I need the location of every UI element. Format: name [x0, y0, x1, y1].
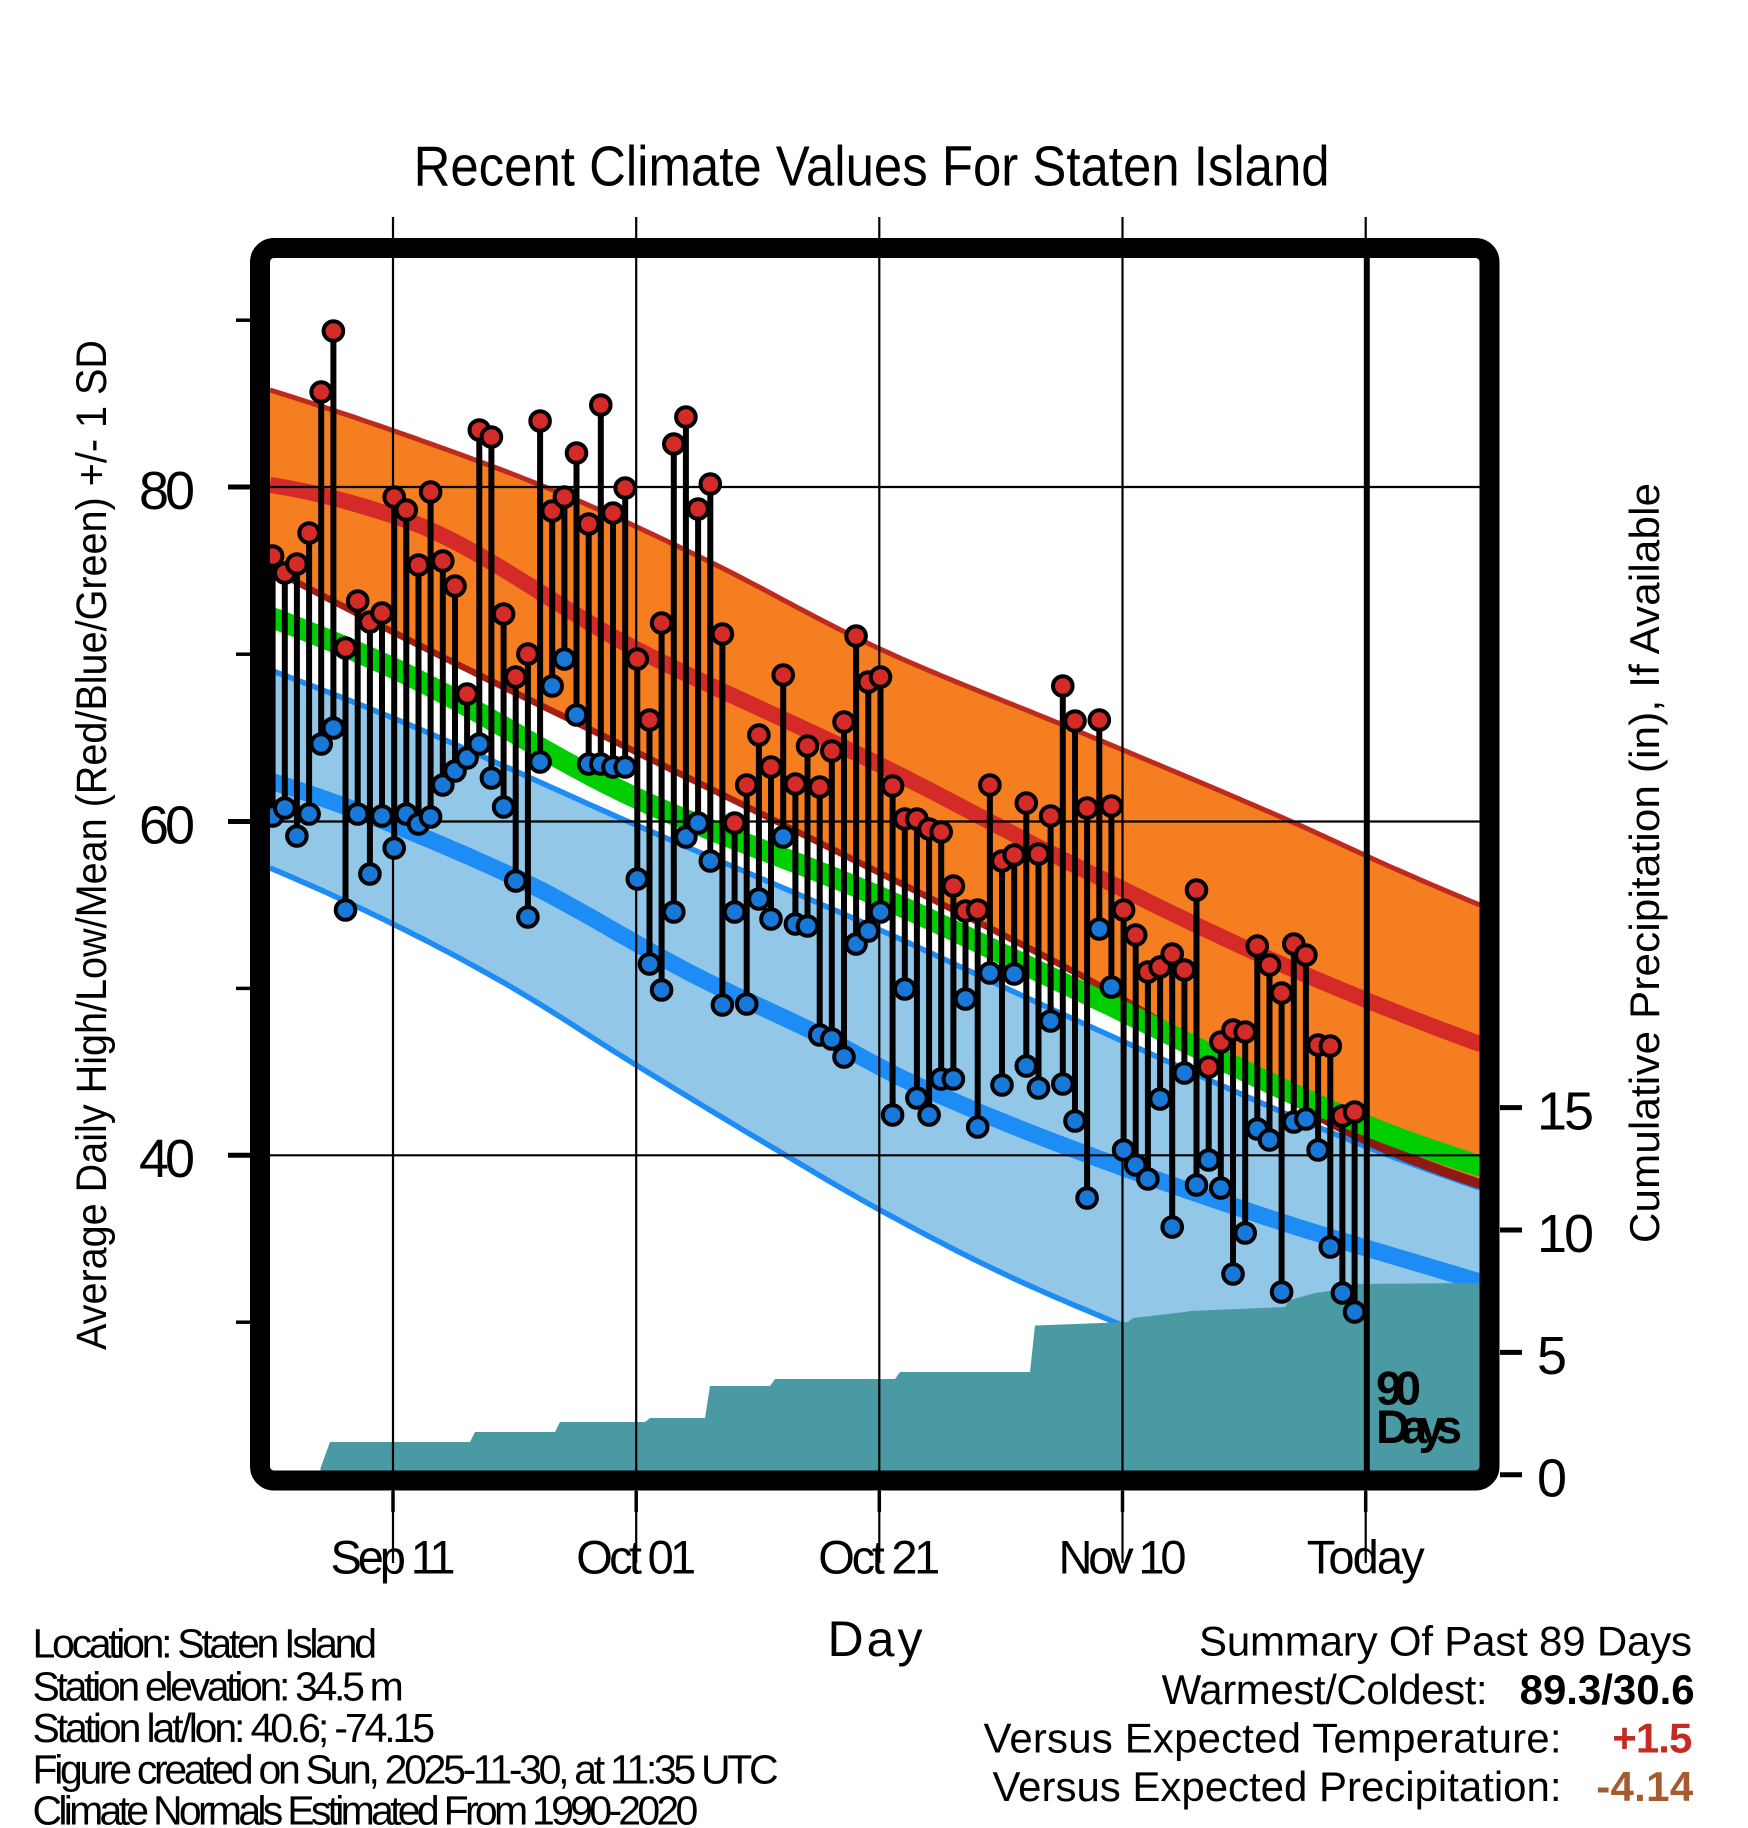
svg-text:Cumulative Precipitation (in),: Cumulative Precipitation (in), If Availa… [1621, 483, 1668, 1243]
svg-text:Oct 01: Oct 01 [576, 1531, 696, 1584]
svg-text:Sep 11: Sep 11 [331, 1531, 456, 1584]
svg-text:Warmest/Coldest:: Warmest/Coldest: [1162, 1666, 1488, 1713]
svg-text:Oct 21: Oct 21 [818, 1531, 940, 1584]
svg-text:89.3/30.6: 89.3/30.6 [1520, 1666, 1695, 1713]
svg-text:Today: Today [1307, 1531, 1426, 1584]
svg-text:90: 90 [1376, 1362, 1421, 1415]
svg-text:Days: Days [1376, 1400, 1462, 1453]
svg-text:80: 80 [139, 461, 195, 521]
svg-text:Versus Expected Precipitation:: Versus Expected Precipitation: [993, 1763, 1562, 1810]
svg-text:-4.14: -4.14 [1596, 1763, 1694, 1810]
svg-text:Nov 10: Nov 10 [1059, 1531, 1187, 1584]
svg-text:15: 15 [1537, 1081, 1594, 1141]
svg-text:Average Daily High/Low/Mean (R: Average Daily High/Low/Mean (Red/Blue/Gr… [68, 340, 116, 1350]
svg-text:Versus Expected Temperature:: Versus Expected Temperature: [984, 1715, 1562, 1762]
svg-text:Station lat/lon: 40.6; -74.15: Station lat/lon: 40.6; -74.15 [33, 1705, 436, 1751]
svg-text:Location: Staten Island: Location: Staten Island [33, 1620, 378, 1666]
svg-text:Figure created on Sun, 2025-11: Figure created on Sun, 2025-11-30, at 11… [33, 1747, 779, 1793]
svg-text:Station elevation: 34.5 m: Station elevation: 34.5 m [33, 1664, 404, 1710]
svg-text:0: 0 [1537, 1449, 1567, 1509]
svg-text:Summary Of Past 89 Days: Summary Of Past 89 Days [1199, 1618, 1692, 1665]
svg-text:Day: Day [828, 1611, 923, 1667]
svg-text:5: 5 [1537, 1326, 1567, 1386]
svg-text:Recent Climate Values For Stat: Recent Climate Values For Staten Island [414, 135, 1330, 199]
svg-text:10: 10 [1537, 1204, 1594, 1264]
svg-text:+1.5: +1.5 [1612, 1715, 1692, 1762]
svg-text:40: 40 [139, 1129, 195, 1189]
svg-text:60: 60 [139, 795, 195, 855]
svg-text:Climate Normals Estimated From: Climate Normals Estimated From 1990-2020 [33, 1788, 699, 1828]
